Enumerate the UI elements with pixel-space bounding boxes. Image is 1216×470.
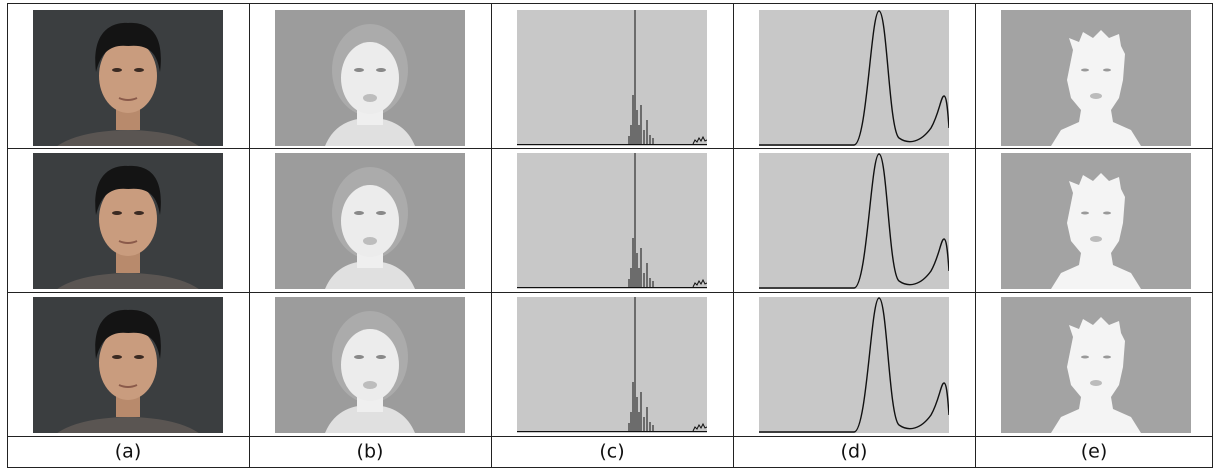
segmentation-mask [1001, 297, 1191, 433]
histogram [517, 153, 707, 289]
density-curve [759, 153, 949, 289]
processed-face [275, 297, 465, 433]
processed-face [275, 10, 465, 146]
processed-face [275, 153, 465, 289]
image-cells [33, 10, 1191, 433]
density-curve [759, 297, 949, 433]
density-curve [759, 10, 949, 146]
histogram [517, 10, 707, 146]
column-label: (e) [1081, 441, 1108, 463]
histogram [517, 297, 707, 433]
column-label: (b) [357, 441, 384, 463]
segmentation-mask [1001, 153, 1191, 289]
column-label: (a) [115, 441, 141, 463]
column-label: (d) [841, 441, 868, 463]
column-label: (c) [599, 441, 624, 463]
segmentation-mask [1001, 10, 1191, 146]
table-grid [7, 3, 1213, 468]
